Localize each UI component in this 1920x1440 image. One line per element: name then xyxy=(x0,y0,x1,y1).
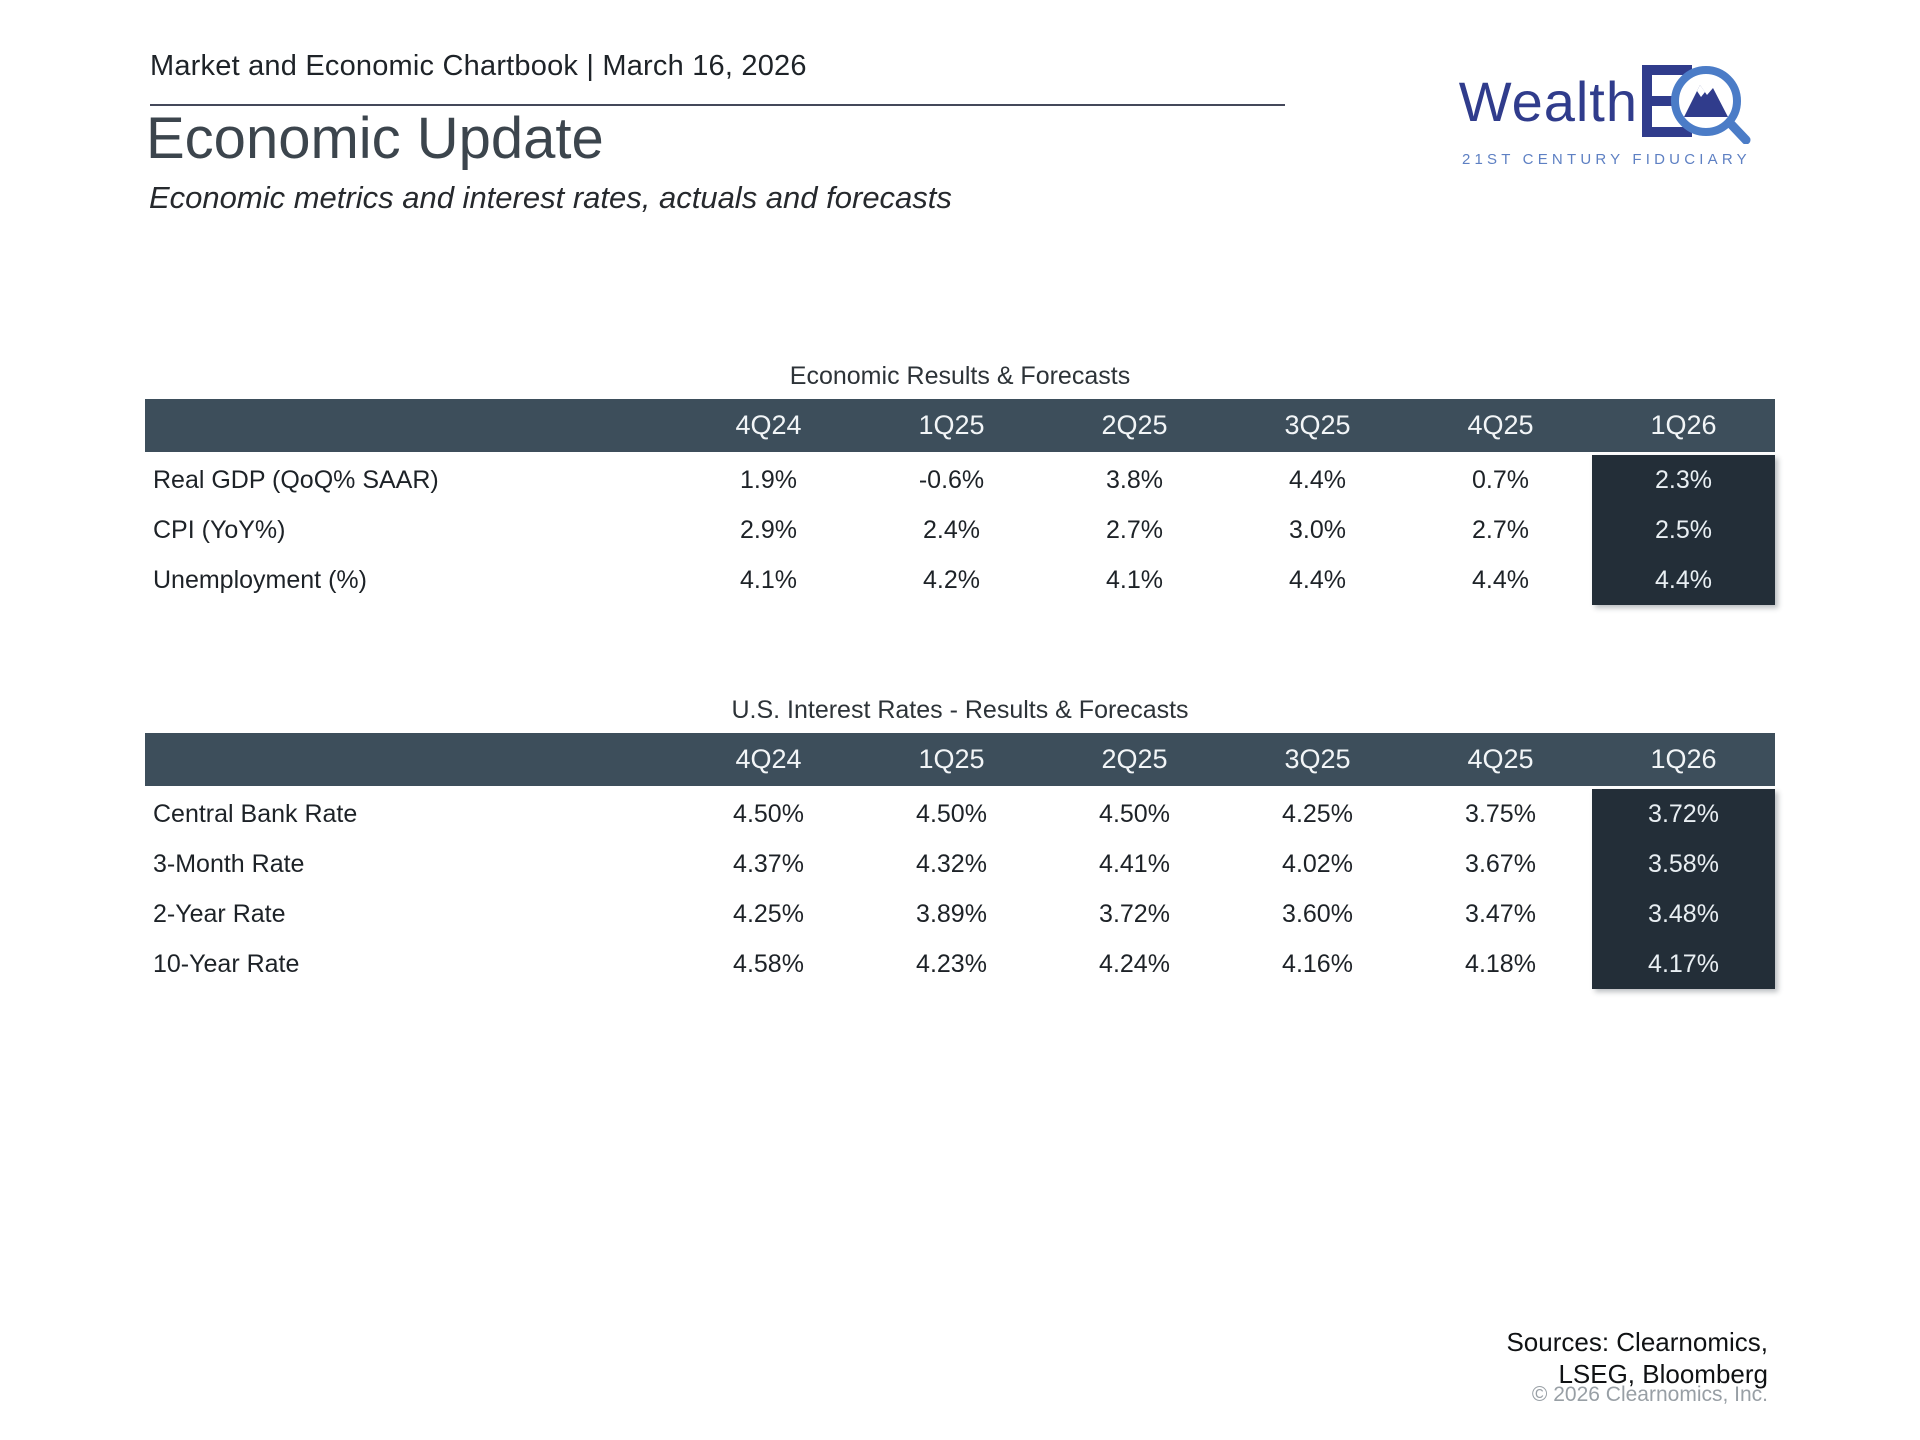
page-subtitle: Economic metrics and interest rates, act… xyxy=(149,180,952,215)
cell-value: 3.67% xyxy=(1465,849,1536,878)
forecast-cell: 2.5% xyxy=(1655,515,1712,544)
table-body: Central Bank Rate 4.50% 4.50% 4.50% 4.25% 3.7… xyxy=(145,789,1775,989)
wealtheq-logo: Wealth 21ST CENTURY FIDUCIARY xyxy=(1459,58,1754,168)
header-divider xyxy=(150,104,1285,106)
column-header-2q25: 2Q25 xyxy=(1101,744,1168,774)
cell-value: 4.50% xyxy=(916,799,987,828)
forecast-column-highlight xyxy=(1592,455,1775,605)
table-body: Real GDP (QoQ% SAAR) 1.9% -0.6% 3.8% 4.4% 0.7… xyxy=(145,455,1775,605)
forecast-column-highlight xyxy=(1592,789,1775,989)
cell-value: 4.4% xyxy=(1289,565,1346,594)
column-header-3q25: 3Q25 xyxy=(1284,410,1351,440)
cell-value: 4.24% xyxy=(1099,949,1170,978)
column-header-1q26: 1Q26 xyxy=(1650,744,1717,774)
cell-value: 1.9% xyxy=(740,465,797,494)
table-row: 3-Month Rate 4.37% 4.32% 4.41% 4.02% 3.67% 3.5… xyxy=(145,839,1775,889)
row-label: CPI (YoY%) xyxy=(153,515,286,544)
sources-note: Sources: Clearnomics, LSEG, Bloomberg xyxy=(1506,1327,1768,1389)
cell-value: 3.89% xyxy=(916,899,987,928)
table-row: 2-Year Rate 4.25% 3.89% 3.72% 3.60% 3.47% 3.48… xyxy=(145,889,1775,939)
table-row: 10-Year Rate 4.58% 4.23% 4.24% 4.16% 4.18% 4.1… xyxy=(145,939,1775,989)
cell-value: 4.25% xyxy=(733,899,804,928)
logo-eq-mountain-icon xyxy=(1642,65,1751,144)
column-header-1q25: 1Q25 xyxy=(918,410,985,440)
column-header-4q25: 4Q25 xyxy=(1467,744,1534,774)
cell-value: 4.41% xyxy=(1099,849,1170,878)
column-header-1q25: 1Q25 xyxy=(918,744,985,774)
row-label: 3-Month Rate xyxy=(153,849,305,878)
cell-value: 4.16% xyxy=(1282,949,1353,978)
row-label: Real GDP (QoQ% SAAR) xyxy=(153,465,439,494)
table-row: CPI (YoY%) 2.9% 2.4% 2.7% 3.0% 2.7% 2.5% xyxy=(145,505,1775,555)
logo-text-wealth: Wealth xyxy=(1458,69,1638,133)
cell-value: 4.1% xyxy=(740,565,797,594)
cell-value: 3.8% xyxy=(1106,465,1163,494)
logo-tagline: 21ST CENTURY FIDUCIARY xyxy=(1461,151,1751,168)
table-title: U.S. Interest Rates - Results & Forecast… xyxy=(731,696,1189,724)
interest-rates-table: U.S. Interest Rates - Results & Forecast… xyxy=(145,694,1775,989)
forecast-cell: 3.58% xyxy=(1648,849,1719,878)
cell-value: 4.32% xyxy=(916,849,987,878)
cell-value: 3.0% xyxy=(1289,515,1346,544)
row-label: Central Bank Rate xyxy=(153,799,358,828)
cell-value: 4.23% xyxy=(916,949,987,978)
cell-value: 4.25% xyxy=(1282,799,1353,828)
cell-value: 4.4% xyxy=(1289,465,1346,494)
cell-value: 4.2% xyxy=(923,565,980,594)
row-label: 2-Year Rate xyxy=(153,899,286,928)
cell-value: 4.1% xyxy=(1106,565,1163,594)
cell-value: 3.75% xyxy=(1465,799,1536,828)
column-header-3q25: 3Q25 xyxy=(1284,744,1351,774)
cell-value: 4.18% xyxy=(1465,949,1536,978)
report-kicker: Market and Economic Chartbook | March 16… xyxy=(150,50,807,82)
cell-value: 2.4% xyxy=(923,515,980,544)
column-header-4q24: 4Q24 xyxy=(735,410,802,440)
cell-value: 4.58% xyxy=(733,949,804,978)
cell-value: 4.50% xyxy=(733,799,804,828)
cell-value: 3.60% xyxy=(1282,899,1353,928)
cell-value: 4.4% xyxy=(1472,565,1529,594)
logo-wordmark: Wealth xyxy=(1459,58,1754,144)
cell-value: 3.47% xyxy=(1465,899,1536,928)
cell-value: 2.7% xyxy=(1106,515,1163,544)
forecast-cell: 3.48% xyxy=(1648,899,1719,928)
forecast-cell: 3.72% xyxy=(1648,799,1719,828)
column-header-2q25: 2Q25 xyxy=(1101,410,1168,440)
forecast-cell: 4.4% xyxy=(1655,565,1712,594)
table-row: Real GDP (QoQ% SAAR) 1.9% -0.6% 3.8% 4.4% 0.7… xyxy=(145,455,1775,505)
column-header-4q25: 4Q25 xyxy=(1467,410,1534,440)
row-label: 10-Year Rate xyxy=(153,949,300,978)
cell-value: 3.72% xyxy=(1099,899,1170,928)
row-label: Unemployment (%) xyxy=(153,565,367,594)
table-title: Economic Results & Forecasts xyxy=(789,362,1131,390)
cell-value: 4.02% xyxy=(1282,849,1353,878)
column-header-1q26: 1Q26 xyxy=(1650,410,1717,440)
cell-value: 2.9% xyxy=(740,515,797,544)
cell-value: 2.7% xyxy=(1472,515,1529,544)
cell-value: -0.6% xyxy=(918,465,985,494)
table-header-row: 4Q24 1Q25 2Q25 3Q25 4Q25 1Q26 xyxy=(145,399,1775,452)
table-header-row: 4Q24 1Q25 2Q25 3Q25 4Q25 1Q26 xyxy=(145,733,1775,786)
forecast-cell: 4.17% xyxy=(1648,949,1719,978)
cell-value: 4.50% xyxy=(1099,799,1170,828)
table-row: Central Bank Rate 4.50% 4.50% 4.50% 4.25% 3.7… xyxy=(145,789,1775,839)
page-title: Economic Update xyxy=(146,106,604,171)
forecast-cell: 2.3% xyxy=(1655,465,1712,494)
column-header-4q24: 4Q24 xyxy=(735,744,802,774)
cell-value: 0.7% xyxy=(1472,465,1529,494)
table-row: Unemployment (%) 4.1% 4.2% 4.1% 4.4% 4.4% 4.4% xyxy=(145,555,1775,605)
economic-results-table: Economic Results & Forecasts 4Q24 1Q25 2Q25… xyxy=(145,360,1775,605)
cell-value: 4.37% xyxy=(733,849,804,878)
copyright-note: © 2026 Clearnomics, Inc. xyxy=(1531,1383,1768,1406)
